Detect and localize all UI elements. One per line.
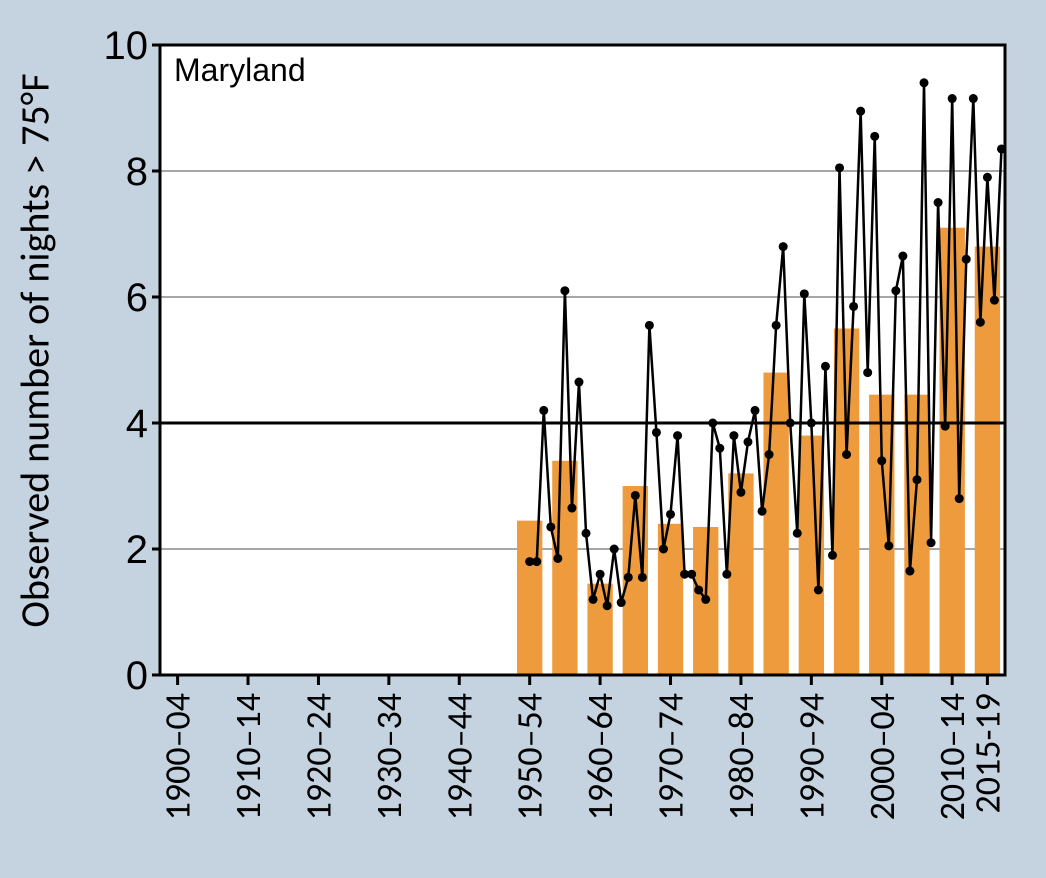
data-marker [835, 163, 844, 172]
data-marker [765, 450, 774, 459]
data-marker [870, 132, 879, 141]
data-marker [532, 557, 541, 566]
data-marker [912, 475, 921, 484]
data-marker [631, 491, 640, 500]
data-marker [701, 595, 710, 604]
data-marker [610, 545, 619, 554]
data-marker [807, 419, 816, 428]
data-marker [624, 573, 633, 582]
data-marker [751, 406, 760, 415]
data-marker [814, 585, 823, 594]
data-marker [969, 94, 978, 103]
chart-plot-wrap: 0 2 4 6 8 10 1900–04 1910–14 1920–24 1930–34 1940–… [85, 10, 1035, 870]
data-marker [603, 601, 612, 610]
data-marker [976, 318, 985, 327]
y-axis-label-wrap: Observed number of nights > 75°F [0, 0, 70, 700]
data-marker [638, 573, 647, 582]
data-marker [955, 494, 964, 503]
region-label: Maryland [174, 52, 306, 88]
data-marker [793, 529, 802, 538]
y-tick-label: 4 [126, 402, 148, 446]
data-marker [596, 570, 605, 579]
x-tick-label: 1980–84 [719, 693, 763, 820]
y-tick-label: 10 [104, 24, 149, 68]
data-marker [729, 431, 738, 440]
x-tick-label: 2000–04 [860, 693, 904, 820]
data-marker [659, 545, 668, 554]
data-marker [800, 289, 809, 298]
data-marker [574, 378, 583, 387]
data-marker [715, 444, 724, 453]
data-marker [772, 321, 781, 330]
data-marker [687, 570, 696, 579]
data-marker [673, 431, 682, 440]
x-tick-label: 1920–24 [296, 693, 340, 820]
bar [728, 473, 753, 675]
x-tick-label: 1940–44 [437, 693, 481, 820]
data-marker [891, 286, 900, 295]
data-marker [849, 302, 858, 311]
data-marker [666, 510, 675, 519]
data-marker [856, 107, 865, 116]
data-marker [560, 286, 569, 295]
data-marker [539, 406, 548, 415]
bar [975, 247, 1000, 675]
data-marker [708, 419, 717, 428]
y-tick-label: 6 [126, 276, 148, 320]
data-marker [898, 252, 907, 261]
data-marker [962, 255, 971, 264]
data-marker [617, 598, 626, 607]
y-axis-label: Observed number of nights > 75°F [11, 73, 60, 627]
chart-container: Observed number of nights > 75°F 0 2 4 6 8 10… [0, 0, 1046, 878]
x-tick-label: 2015-19 [965, 693, 1009, 814]
data-marker [652, 428, 661, 437]
data-marker [694, 585, 703, 594]
bar [763, 373, 788, 675]
data-marker [589, 595, 598, 604]
x-tick-label: 1930–34 [367, 693, 411, 820]
data-marker [920, 78, 929, 87]
data-marker [743, 437, 752, 446]
data-marker [941, 422, 950, 431]
x-tick-label: 1900–04 [156, 693, 200, 820]
y-tick-label: 0 [126, 654, 148, 698]
data-marker [582, 529, 591, 538]
data-marker [927, 538, 936, 547]
data-marker [567, 504, 576, 513]
y-tick-label: 2 [126, 528, 148, 572]
data-marker [842, 450, 851, 459]
x-tick-label: 1910–14 [226, 693, 270, 820]
data-marker [877, 456, 886, 465]
data-marker [786, 419, 795, 428]
data-marker [948, 94, 957, 103]
chart-svg: 0 2 4 6 8 10 1900–04 1910–14 1920–24 1930–34 1940–… [85, 10, 1035, 870]
data-marker [553, 554, 562, 563]
x-tick-label: 1960–64 [578, 693, 622, 820]
data-marker [983, 173, 992, 182]
data-marker [821, 362, 830, 371]
data-marker [722, 570, 731, 579]
x-tick-label: 1990–94 [789, 693, 833, 820]
data-marker [828, 551, 837, 560]
x-tick-label: 1970–74 [649, 693, 693, 820]
data-marker [990, 296, 999, 305]
bar [834, 329, 859, 676]
data-marker [934, 198, 943, 207]
data-marker [863, 368, 872, 377]
x-tick-label: 1950–54 [508, 693, 552, 820]
data-marker [884, 541, 893, 550]
data-marker [736, 488, 745, 497]
data-marker [645, 321, 654, 330]
y-tick-label: 8 [126, 150, 148, 194]
data-marker [758, 507, 767, 516]
data-marker [779, 242, 788, 251]
data-marker [905, 567, 914, 576]
data-marker [546, 522, 555, 531]
